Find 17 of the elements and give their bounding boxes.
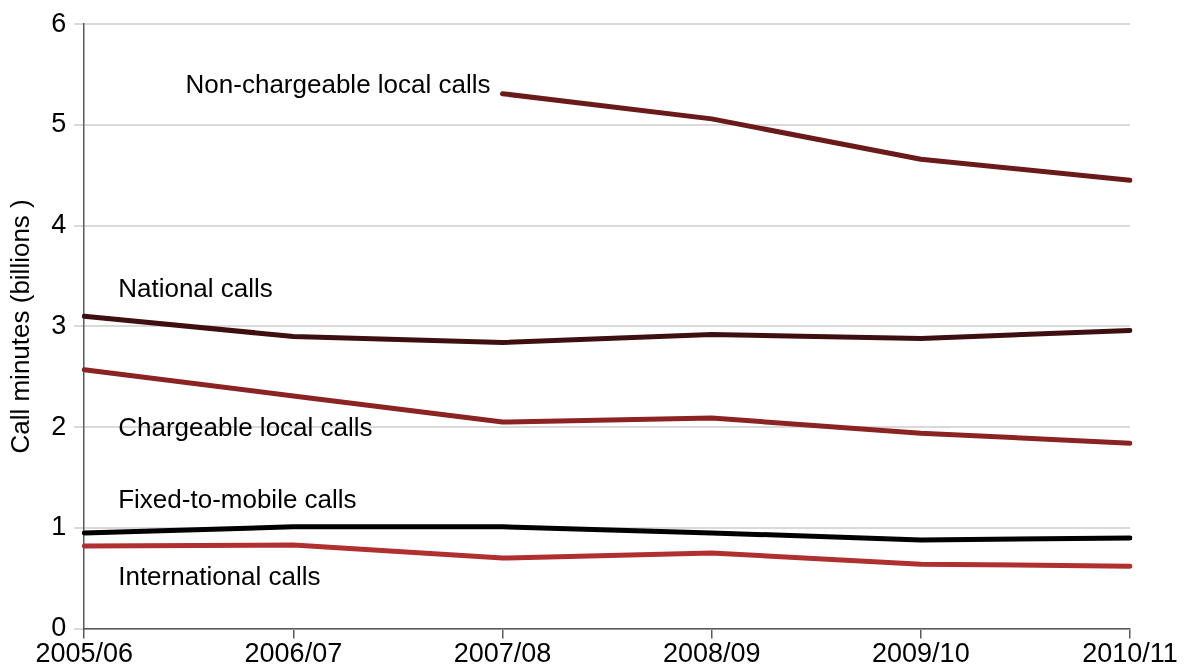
y-axis-title: Call minutes (billions ) xyxy=(4,199,35,454)
series-label: Non-chargeable local calls xyxy=(185,68,491,99)
x-tick-label: 2007/08 xyxy=(453,638,552,669)
x-tick-label: 2006/07 xyxy=(244,638,343,669)
y-tick-label: 5 xyxy=(51,108,67,139)
series-label: International calls xyxy=(118,561,321,592)
y-tick-label: 2 xyxy=(51,410,67,441)
y-tick-label: 3 xyxy=(51,309,67,340)
series-label: Fixed-to-mobile calls xyxy=(118,484,357,515)
x-tick-label: 2010/11 xyxy=(1082,638,1178,669)
y-tick-label: 6 xyxy=(51,7,67,38)
series-label: Chargeable local calls xyxy=(118,411,373,442)
x-tick-label: 2008/09 xyxy=(662,638,761,669)
y-tick-label: 1 xyxy=(51,511,67,542)
x-tick-label: 2009/10 xyxy=(872,638,970,669)
series-label: National calls xyxy=(118,273,273,304)
y-tick-label: 4 xyxy=(51,209,67,240)
